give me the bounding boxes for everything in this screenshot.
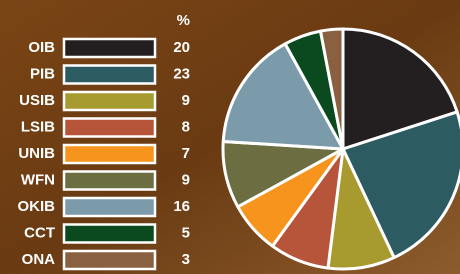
legend-swatch [64,251,155,269]
legend-label: CCT [24,224,55,241]
legend-value: 9 [182,92,190,109]
legend-label: PIB [30,65,55,82]
chart: % OIB 20 PIB 23 USIB 9 LSIB 8 UNIB 7 WFN 9 OKIB 16 CCT… [0,0,460,274]
value-header: % [177,12,190,29]
legend-value: 7 [182,145,190,162]
page: {"chart_data": {"type": "pie", "value_he… [0,0,460,274]
legend-value: 3 [182,251,190,268]
legend-swatch [64,66,155,84]
legend-value: 5 [182,224,190,241]
legend-swatch [64,92,155,110]
legend-swatch [64,198,155,216]
legend-swatch [64,172,155,190]
legend-value: 23 [173,65,190,82]
legend-value: 16 [173,198,190,215]
legend-label: USIB [19,92,55,109]
legend-value: 20 [173,39,190,56]
legend-label: WFN [21,171,55,188]
legend-label: OIB [28,39,55,56]
legend-value: 8 [182,118,190,135]
legend-label: UNIB [18,145,55,162]
legend-value: 9 [182,171,190,188]
legend-swatch [64,145,155,163]
legend-swatch [64,39,155,57]
legend-label: ONA [22,251,56,268]
legend-swatch [64,119,155,137]
legend-swatch [64,225,155,243]
legend-label: LSIB [21,118,55,135]
legend-label: OKIB [18,198,56,215]
